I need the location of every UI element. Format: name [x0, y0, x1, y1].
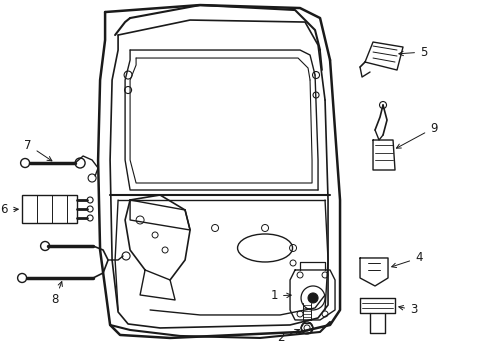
Text: 3: 3 — [398, 303, 417, 316]
Text: 6: 6 — [0, 203, 18, 216]
Text: 9: 9 — [396, 122, 437, 148]
Text: 4: 4 — [391, 252, 422, 267]
Text: 1: 1 — [270, 289, 290, 302]
Text: 5: 5 — [398, 45, 427, 59]
Bar — [22, 195, 77, 223]
Circle shape — [307, 293, 317, 303]
Text: 2: 2 — [277, 329, 299, 345]
Text: 7: 7 — [24, 139, 52, 161]
Text: 8: 8 — [51, 282, 62, 306]
